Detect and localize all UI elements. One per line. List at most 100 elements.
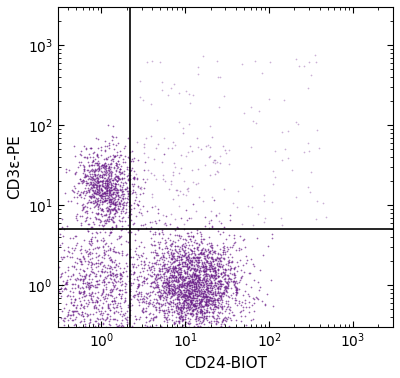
Point <box>205 293 212 299</box>
Point <box>42 277 48 284</box>
Point <box>203 307 209 313</box>
Point <box>212 268 219 274</box>
Point <box>195 339 202 345</box>
Point <box>223 292 230 298</box>
Point <box>217 246 223 252</box>
Point <box>207 266 214 272</box>
Point <box>198 238 204 244</box>
Point <box>100 177 106 183</box>
Point <box>105 167 112 173</box>
Point <box>176 261 182 267</box>
Point <box>67 254 73 260</box>
Point <box>161 270 167 276</box>
Point <box>132 292 138 298</box>
Point <box>114 164 121 170</box>
Point <box>165 312 172 318</box>
Point <box>104 171 111 177</box>
Point <box>266 96 272 102</box>
Point <box>141 184 148 191</box>
Point <box>236 300 242 306</box>
Point <box>233 286 240 292</box>
Point <box>192 303 198 309</box>
Point <box>183 325 189 331</box>
Point <box>238 299 245 305</box>
Point <box>168 250 174 256</box>
Point <box>102 178 109 184</box>
Point <box>152 249 158 255</box>
Point <box>74 190 80 196</box>
Point <box>81 273 88 279</box>
Point <box>140 308 146 314</box>
Point <box>104 188 110 194</box>
Point <box>76 288 82 294</box>
Point <box>245 332 251 338</box>
Point <box>166 274 173 280</box>
Point <box>196 254 202 260</box>
Point <box>186 293 192 299</box>
Point <box>76 192 82 198</box>
Point <box>243 281 249 287</box>
Point <box>112 181 118 187</box>
Point <box>152 333 158 339</box>
Point <box>89 270 95 276</box>
Point <box>110 141 116 147</box>
Point <box>236 247 242 253</box>
Point <box>98 192 104 198</box>
Point <box>35 292 41 298</box>
Point <box>155 272 161 278</box>
Point <box>186 91 192 97</box>
Point <box>102 241 108 247</box>
Point <box>96 321 102 327</box>
Point <box>122 297 128 303</box>
Point <box>113 224 119 230</box>
Point <box>213 272 219 278</box>
Point <box>249 222 256 228</box>
Point <box>88 180 94 186</box>
Point <box>211 249 218 255</box>
Point <box>103 192 109 198</box>
Point <box>234 286 240 292</box>
Point <box>207 294 213 300</box>
Point <box>141 144 147 150</box>
Point <box>120 156 127 162</box>
Point <box>202 246 208 253</box>
Point <box>205 282 211 288</box>
Point <box>152 203 158 209</box>
Point <box>178 324 184 330</box>
Point <box>154 257 160 263</box>
Point <box>181 243 188 249</box>
Point <box>216 295 222 301</box>
Point <box>243 253 250 259</box>
Point <box>166 283 172 289</box>
Point <box>166 186 172 192</box>
Point <box>202 289 208 295</box>
Point <box>199 251 206 257</box>
Point <box>65 244 71 250</box>
Point <box>203 143 209 149</box>
Point <box>194 324 200 330</box>
Point <box>226 270 233 276</box>
Point <box>180 263 187 269</box>
Point <box>216 280 223 286</box>
Point <box>130 158 136 164</box>
Point <box>204 252 210 258</box>
Point <box>76 324 82 330</box>
Point <box>117 218 123 225</box>
Point <box>285 155 292 161</box>
Point <box>178 310 185 316</box>
Point <box>96 192 102 198</box>
Point <box>93 229 100 235</box>
Point <box>87 271 93 277</box>
Point <box>225 297 231 304</box>
Point <box>178 246 185 253</box>
Point <box>118 305 124 311</box>
Point <box>178 288 184 294</box>
Point <box>112 193 119 199</box>
Point <box>209 265 215 271</box>
Point <box>89 249 96 256</box>
Point <box>142 319 149 325</box>
Point <box>121 191 128 197</box>
Point <box>116 175 122 181</box>
Point <box>187 303 194 309</box>
Point <box>100 164 106 170</box>
